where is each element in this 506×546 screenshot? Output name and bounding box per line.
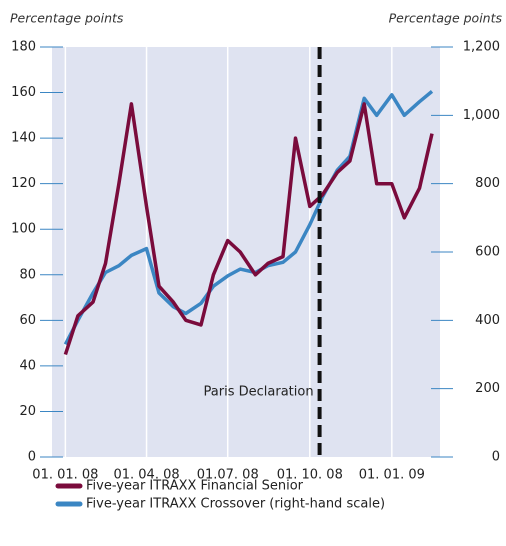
- y-axis-title: Percentage points: [10, 11, 124, 26]
- x-tick-label: 01. 01. 09: [359, 468, 425, 483]
- y2-tick-label: 0: [492, 450, 500, 465]
- y-tick-label: 100: [11, 222, 36, 237]
- y2-axis-title: Percentage points: [389, 11, 503, 26]
- y2-tick-label: 600: [475, 245, 500, 260]
- legend-label: Five-year ITRAXX Crossover (right-hand s…: [86, 497, 385, 512]
- series-line: [63, 102, 434, 356]
- x-tick-label: 01. 01. 08: [32, 468, 98, 483]
- y-tick-label: 140: [11, 131, 36, 146]
- legend-label: Five-year ITRAXX Financial Senior: [86, 479, 304, 494]
- y-tick-label: 180: [11, 40, 36, 55]
- y-tick-label: 20: [19, 404, 36, 419]
- y-tick-label: 120: [11, 176, 36, 191]
- annotation-label: Paris Declaration: [204, 385, 314, 400]
- y-tick-label: 0: [28, 450, 36, 465]
- y-tick-label: 40: [19, 358, 36, 373]
- x-tick-label: 01. 04. 08: [113, 468, 179, 483]
- y2-tick-label: 200: [475, 381, 500, 396]
- y-tick-label: 60: [19, 313, 36, 328]
- x-tick-label: 01.07. 08: [197, 468, 259, 483]
- y2-tick-label: 1,200: [463, 40, 500, 55]
- y-tick-label: 80: [19, 267, 36, 282]
- y2-tick-label: 800: [475, 176, 500, 191]
- y2-tick-label: 400: [475, 313, 500, 328]
- series-line: [63, 90, 434, 346]
- y-tick-label: 160: [11, 85, 36, 100]
- y2-tick-label: 1,000: [463, 108, 500, 123]
- x-tick-label: 01. 10. 08: [277, 468, 343, 483]
